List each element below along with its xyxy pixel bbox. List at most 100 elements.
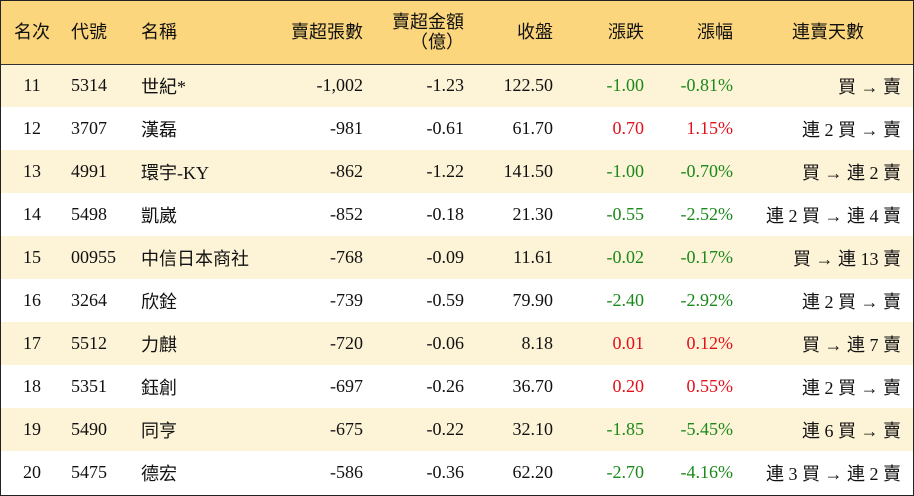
- cell-change: -2.70: [606, 462, 645, 482]
- cell-change-pct: -0.17%: [680, 247, 734, 267]
- cell-name: 同亨: [141, 420, 177, 441]
- table-row: 11 5314 世紀* -1,002 -1.23 122.50 -1.00 -0.81% 買 →…: [1, 64, 913, 107]
- cell-change: -2.40: [606, 290, 645, 310]
- table-row: 19 5490 同亨 -675 -0.22 32.10 -1.85 -5.45% 連 6 買 →…: [1, 408, 913, 451]
- cell-name: 凱崴: [141, 205, 177, 226]
- table-header-row: 名次 代號 名稱 賣超張數 賣超金額 （億） 收盤 漲跌 漲幅 連賣天數: [1, 1, 913, 64]
- cell-code: 5498: [71, 204, 107, 224]
- table-row: 16 3264 欣銓 -739 -0.59 79.90 -2.40 -2.92% 連 2 買 →…: [1, 279, 913, 322]
- cell-close: 79.90: [512, 290, 554, 310]
- cell-streak: 連 2 買 → 賣: [802, 291, 901, 312]
- cell-change: 0.20: [612, 376, 645, 396]
- cell-net-sell-amount: -0.18: [426, 204, 465, 224]
- cell-net-sell-lots: -981: [330, 118, 363, 138]
- table-row: 20 5475 德宏 -586 -0.36 62.20 -2.70 -4.16% 連 3 買 →…: [1, 451, 913, 494]
- cell-change-pct: 1.15%: [686, 118, 734, 138]
- cell-rank: 13: [23, 161, 41, 181]
- cell-streak: 連 3 買 → 連 2 賣: [766, 463, 901, 484]
- cell-rank: 15: [23, 247, 41, 267]
- cell-close: 8.18: [521, 333, 554, 353]
- header-close: 收盤: [517, 22, 553, 43]
- cell-net-sell-amount: -1.22: [426, 161, 465, 181]
- cell-change: -1.00: [606, 75, 645, 96]
- cell-change: 0.70: [612, 118, 645, 138]
- cell-code: 00955: [71, 247, 116, 267]
- cell-code: 3264: [71, 290, 107, 310]
- table-row: 17 5512 力麒 -720 -0.06 8.18 0.01 0.12% 買 → 連 7 賣: [1, 322, 913, 365]
- table-body: 11 5314 世紀* -1,002 -1.23 122.50 -1.00 -0.81% 買 →…: [1, 64, 913, 494]
- cell-net-sell-amount: -0.59: [426, 290, 465, 310]
- header-net-sell-amount-line1: 賣超金額: [392, 12, 464, 33]
- table-row: 15 00955 中信日本商社 -768 -0.09 11.61 -0.02 -0.17% 買 …: [1, 236, 913, 279]
- cell-change-pct: 0.55%: [686, 376, 734, 396]
- cell-close: 21.30: [512, 204, 554, 224]
- cell-net-sell-lots: -1,002: [316, 75, 364, 96]
- cell-change-pct: -2.92%: [680, 290, 734, 310]
- cell-rank: 14: [23, 204, 41, 224]
- cell-close: 122.50: [503, 75, 554, 96]
- cell-change-pct: 0.12%: [686, 333, 734, 353]
- cell-close: 32.10: [512, 419, 554, 439]
- cell-rank: 11: [23, 75, 41, 96]
- cell-rank: 19: [23, 419, 41, 439]
- header-change: 漲跌: [608, 22, 644, 43]
- cell-rank: 18: [23, 376, 41, 396]
- cell-name: 世紀*: [141, 76, 186, 97]
- cell-close: 141.50: [503, 161, 554, 181]
- cell-change-pct: -4.16%: [680, 462, 734, 482]
- header-code: 代號: [71, 22, 107, 43]
- cell-code: 5351: [71, 376, 107, 396]
- cell-change: -0.55: [606, 204, 645, 224]
- cell-net-sell-amount: -0.36: [426, 462, 465, 482]
- cell-streak: 連 2 買 → 連 4 賣: [766, 205, 901, 226]
- cell-net-sell-amount: -0.22: [426, 419, 465, 439]
- cell-change-pct: -5.45%: [680, 419, 734, 439]
- cell-streak: 連 6 買 → 賣: [802, 420, 901, 441]
- cell-change-pct: -2.52%: [680, 204, 734, 224]
- cell-net-sell-amount: -0.06: [426, 333, 465, 353]
- cell-net-sell-amount: -0.09: [426, 247, 465, 267]
- cell-rank: 16: [23, 290, 41, 310]
- table-row: 18 5351 鈺創 -697 -0.26 36.70 0.20 0.55% 連 2 買 → 賣: [1, 365, 913, 408]
- cell-net-sell-lots: -852: [330, 204, 363, 224]
- cell-change: -0.02: [606, 247, 645, 267]
- cell-code: 4991: [71, 161, 107, 181]
- cell-streak: 買 → 賣: [838, 76, 901, 97]
- header-net-sell-amount: 賣超金額 （億）: [373, 1, 474, 64]
- cell-name: 德宏: [141, 463, 177, 484]
- cell-net-sell-lots: -739: [330, 290, 363, 310]
- cell-close: 36.70: [512, 376, 554, 396]
- cell-change: -1.00: [606, 161, 645, 181]
- header-net-sell-amount-line2: （億）: [410, 32, 464, 53]
- cell-streak: 連 2 買 → 賣: [802, 119, 901, 140]
- table-row: 12 3707 漢磊 -981 -0.61 61.70 0.70 1.15% 連 2 買 → 賣: [1, 107, 913, 150]
- cell-net-sell-amount: -0.26: [426, 376, 465, 396]
- cell-name: 力麒: [141, 334, 177, 355]
- cell-streak: 買 → 連 2 賣: [802, 162, 901, 183]
- cell-name: 漢磊: [141, 119, 177, 140]
- header-streak: 連賣天數: [792, 22, 864, 43]
- header-net-sell-lots: 賣超張數: [291, 22, 363, 43]
- cell-net-sell-amount: -1.23: [426, 75, 465, 96]
- cell-net-sell-lots: -862: [330, 161, 363, 181]
- cell-code: 3707: [71, 118, 107, 138]
- cell-close: 11.61: [513, 247, 553, 267]
- cell-code: 5512: [71, 333, 107, 353]
- cell-close: 61.70: [512, 118, 554, 138]
- cell-close: 62.20: [512, 462, 554, 482]
- cell-net-sell-lots: -586: [330, 462, 363, 482]
- cell-name: 中信日本商社: [141, 248, 249, 269]
- cell-net-sell-lots: -675: [330, 419, 363, 439]
- cell-code: 5490: [71, 419, 107, 439]
- cell-net-sell-lots: -720: [330, 333, 363, 353]
- cell-rank: 20: [23, 462, 41, 482]
- header-name: 名稱: [141, 22, 177, 43]
- cell-net-sell-lots: -768: [330, 247, 363, 267]
- cell-rank: 12: [23, 118, 41, 138]
- cell-name: 欣銓: [141, 291, 177, 312]
- cell-rank: 17: [23, 333, 41, 353]
- cell-name: 環宇-KY: [141, 162, 209, 183]
- table-row: 13 4991 環宇-KY -862 -1.22 141.50 -1.00 -0.70% 買 →…: [1, 150, 913, 193]
